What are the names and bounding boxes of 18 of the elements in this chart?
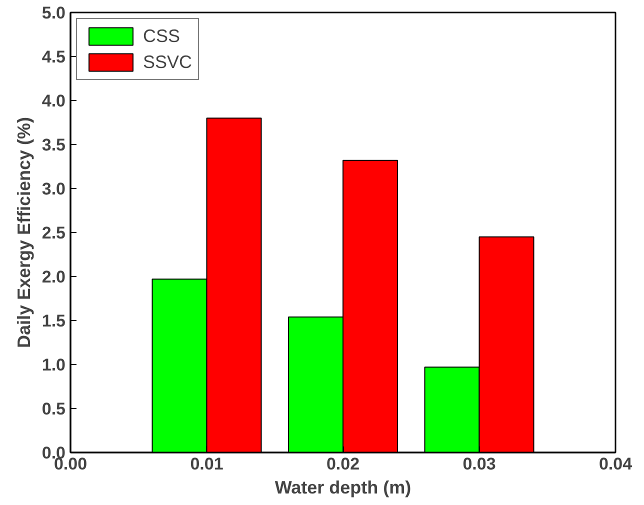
y-tick-label: 4.5 [42,48,66,66]
y-tick-label: 0.5 [42,400,66,418]
y-tick-label: 4.0 [42,92,66,110]
y-tick-label: 1.0 [42,356,66,374]
legend-label: CSS [143,26,180,46]
legend-label: SSVC [143,52,192,72]
x-tick-label: 0.04 [598,454,633,474]
x-tick-label: 0.03 [462,454,496,474]
y-axis-title: Daily Exergy Efficiency (%) [14,116,34,348]
y-tick-label: 3.0 [42,180,66,198]
y-tick-label: 2.0 [42,268,66,286]
x-tick-label: 0.01 [190,454,224,474]
x-axis-title: Water depth (m) [274,478,412,498]
y-tick-label: 2.5 [42,224,66,242]
x-tick-label: 0.02 [326,454,360,474]
y-tick-label: 1.5 [42,312,66,330]
y-tick-label: 3.5 [42,136,66,154]
y-tick-label: 5.0 [42,4,66,22]
